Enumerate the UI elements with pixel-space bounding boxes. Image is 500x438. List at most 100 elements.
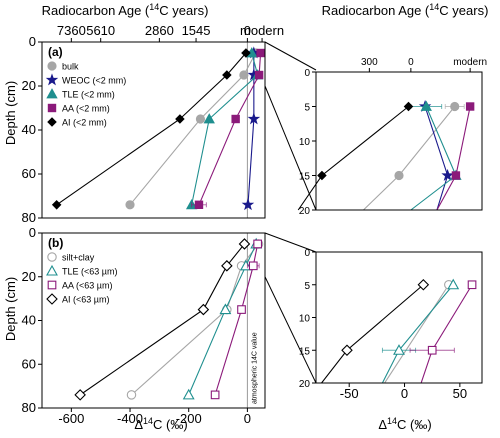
- series-line: [188, 243, 257, 396]
- data-point: [403, 101, 414, 112]
- series-aa: [436, 102, 475, 211]
- y-tick-label: 15: [299, 172, 311, 183]
- series-line: [420, 284, 473, 384]
- inset-b-x-label: Δ14C (‰): [378, 416, 431, 432]
- panel-label: (b): [48, 236, 63, 250]
- y-tick-label: 20: [22, 269, 36, 284]
- y-tick-label: 10: [299, 314, 311, 325]
- data-point: [427, 345, 437, 355]
- data-point: [341, 344, 353, 357]
- y-tick-label: 0: [29, 34, 36, 49]
- data-point: [221, 260, 233, 272]
- plot-frame: [315, 251, 483, 384]
- y-tick-label: 20: [299, 206, 311, 217]
- data-point: [420, 100, 432, 111]
- legend-entry: AI (<63 µm): [62, 295, 109, 305]
- legend-marker: [46, 264, 58, 276]
- zoom-connector-line: [264, 232, 317, 253]
- legend-entry: AI (<2 mm): [62, 118, 107, 128]
- legend-marker: [47, 117, 57, 127]
- data-point: [253, 239, 263, 249]
- y-tick-label: 80: [22, 210, 36, 225]
- data-point: [126, 390, 137, 400]
- data-point: [182, 388, 195, 400]
- series-ai: [74, 238, 251, 401]
- data-point: [247, 112, 261, 125]
- series-aa: [409, 280, 477, 384]
- y-tick-label: 40: [22, 122, 36, 137]
- series-line: [129, 52, 257, 206]
- data-point: [417, 278, 430, 291]
- top-age-tick-label: 2860: [145, 23, 174, 38]
- legend-entry: AA (<63 µm): [62, 281, 112, 291]
- legend-entry: TLE (<63 µm): [62, 267, 117, 277]
- legend: silt+clay TLE (<63 µm) AA (<63 µm) AI (<63 …: [46, 252, 117, 305]
- data-point: [441, 168, 454, 181]
- series-aa: [191, 48, 265, 209]
- y-tick-label: 5: [304, 103, 310, 114]
- series-tle: [381, 278, 460, 384]
- zoom-connector-line: [264, 85, 317, 211]
- inset-top-axis-title: Radiocarbon Age (14C years): [322, 2, 489, 18]
- series-tle: [410, 100, 462, 211]
- atmospheric-value-label: atmospheric 14C value: [251, 332, 258, 404]
- plot-frame: [315, 71, 483, 211]
- series-bulk: [363, 101, 465, 211]
- legend-entry: TLE (<2 mm): [62, 90, 115, 100]
- panel-a-y-label: Depth (cm): [3, 81, 18, 145]
- legend-marker: [46, 293, 58, 305]
- zoom-connector-line: [264, 276, 317, 384]
- series-line: [79, 243, 245, 396]
- series-tle: [185, 47, 264, 210]
- data-point: [248, 261, 258, 271]
- series-bulk: [125, 48, 261, 210]
- series-line: [198, 52, 262, 206]
- top-age-tick-label: 7360: [57, 23, 86, 38]
- data-point: [195, 114, 206, 124]
- legend: bulk WEOC (<2 mm) TLE (<2 mm) AA (<2 mm) AI …: [45, 61, 126, 128]
- series-line: [321, 284, 424, 384]
- y-tick-label: 40: [22, 313, 36, 328]
- series-line: [191, 52, 259, 205]
- zoom-connector-line: [264, 41, 317, 71]
- plot-frame: [41, 41, 266, 219]
- legend-marker: [47, 252, 57, 262]
- data-point: [451, 171, 461, 180]
- data-point: [125, 200, 135, 210]
- data-point: [239, 259, 252, 271]
- series-ai: [321, 278, 430, 384]
- y-tick-label: 0: [29, 225, 36, 240]
- data-point: [467, 280, 477, 290]
- series-line: [131, 243, 259, 396]
- x-tick-label: 0: [401, 386, 408, 401]
- panel-inset-a: 0 5 10 15 20 300 0 modern: [297, 57, 487, 217]
- y-tick-label: 15: [299, 346, 311, 357]
- y-tick-label: 20: [22, 78, 36, 93]
- top-age-tick-label: 1545: [182, 23, 211, 38]
- data-point: [256, 48, 265, 58]
- plot-frame: [41, 232, 266, 409]
- top-age-tick-label: 0: [408, 57, 414, 68]
- y-tick-label: 5: [304, 281, 310, 292]
- data-point: [239, 70, 249, 80]
- x-tick-label: 50: [453, 386, 467, 401]
- legend-entry: bulk: [62, 62, 79, 72]
- y-tick-label: 0: [304, 68, 310, 79]
- y-tick-label: 0: [304, 248, 310, 259]
- data-point: [241, 198, 255, 211]
- series-bulk: [384, 279, 454, 384]
- series-line: [56, 52, 247, 206]
- series-ai: [51, 48, 251, 210]
- legend-marker: [47, 103, 57, 113]
- legend-marker: [47, 61, 57, 71]
- data-point: [254, 70, 264, 80]
- series-line: [410, 106, 457, 211]
- data-point: [210, 390, 220, 400]
- legend-marker: [47, 280, 57, 290]
- data-point: [222, 70, 232, 80]
- data-point: [197, 303, 210, 316]
- data-point: [194, 200, 204, 209]
